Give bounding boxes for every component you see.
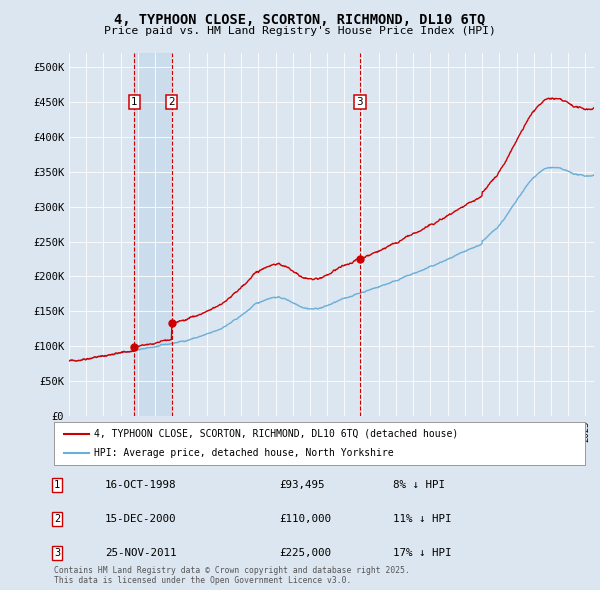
Text: Price paid vs. HM Land Registry's House Price Index (HPI): Price paid vs. HM Land Registry's House … bbox=[104, 26, 496, 36]
Text: 25-NOV-2011: 25-NOV-2011 bbox=[105, 548, 176, 558]
Text: 1: 1 bbox=[54, 480, 60, 490]
Bar bbox=[134, 53, 172, 416]
Text: 4, TYPHOON CLOSE, SCORTON, RICHMOND, DL10 6TQ (detached house): 4, TYPHOON CLOSE, SCORTON, RICHMOND, DL1… bbox=[94, 429, 458, 439]
Text: HPI: Average price, detached house, North Yorkshire: HPI: Average price, detached house, Nort… bbox=[94, 448, 394, 458]
Text: 1: 1 bbox=[131, 97, 137, 107]
Text: 2: 2 bbox=[54, 514, 60, 524]
Text: 16-OCT-1998: 16-OCT-1998 bbox=[105, 480, 176, 490]
Text: 17% ↓ HPI: 17% ↓ HPI bbox=[393, 548, 452, 558]
Text: £93,495: £93,495 bbox=[279, 480, 325, 490]
Text: 4, TYPHOON CLOSE, SCORTON, RICHMOND, DL10 6TQ: 4, TYPHOON CLOSE, SCORTON, RICHMOND, DL1… bbox=[115, 13, 485, 27]
Text: £110,000: £110,000 bbox=[279, 514, 331, 524]
Text: 2: 2 bbox=[168, 97, 175, 107]
Text: Contains HM Land Registry data © Crown copyright and database right 2025.
This d: Contains HM Land Registry data © Crown c… bbox=[54, 566, 410, 585]
Text: 8% ↓ HPI: 8% ↓ HPI bbox=[393, 480, 445, 490]
Text: 15-DEC-2000: 15-DEC-2000 bbox=[105, 514, 176, 524]
Text: £225,000: £225,000 bbox=[279, 548, 331, 558]
Text: 3: 3 bbox=[54, 548, 60, 558]
Text: 3: 3 bbox=[356, 97, 363, 107]
Text: 11% ↓ HPI: 11% ↓ HPI bbox=[393, 514, 452, 524]
